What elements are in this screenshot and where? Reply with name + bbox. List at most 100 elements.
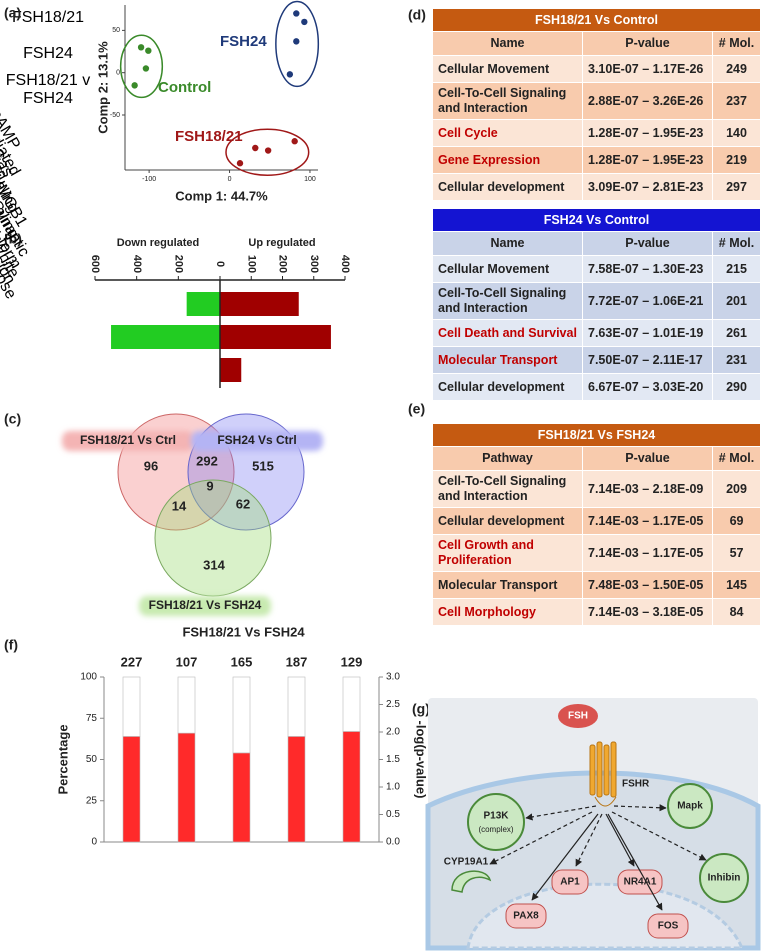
venn-count: 96 (144, 458, 158, 473)
table-row: Cellular Movement 7.58E-07 – 1.30E-23 215 (432, 255, 761, 283)
table-cell: 7.14E-03 – 3.18E-05 (582, 598, 713, 626)
panel-label: (c) (4, 411, 21, 427)
bar-segment (287, 676, 306, 737)
y-tick-label: 100 (80, 672, 97, 683)
table-cell: 7.48E-03 – 1.50E-05 (582, 571, 713, 599)
venn-set-label: FSH18/21 Vs FSH24 (149, 598, 262, 612)
node-sublabel: (complex) (478, 825, 513, 834)
table-cell: Cellular Movement (432, 255, 583, 283)
table-header-row: Pathway P-value # Mol. (432, 446, 762, 471)
x-tick-label: 100 (304, 176, 316, 183)
table-cell: Cell-To-Cell Signaling and Interaction (432, 282, 583, 320)
table-cell: 297 (711, 173, 762, 201)
table-header: Name (432, 231, 583, 256)
point (145, 47, 152, 54)
venn-count: 9 (206, 478, 213, 493)
series-label: FSH18/21 (175, 128, 243, 145)
table-row: Cellular development 3.09E-07 – 2.81E-23 2… (432, 173, 762, 201)
venn-count: 14 (172, 498, 187, 513)
table-cell: 3.09E-07 – 2.81E-23 (582, 173, 713, 201)
point (301, 18, 308, 26)
table: FSH18/21 Vs FSH24 Pathway P-value # Mol. Cel… (431, 423, 762, 626)
table-cell: Cell Death and Survival (432, 319, 583, 347)
bar (186, 292, 220, 316)
x-tick-label: 100 (245, 255, 257, 273)
cluster-ellipse (119, 34, 164, 99)
y2-tick-label: 2.0 (386, 727, 400, 738)
x-tick-label: 0 (228, 176, 232, 183)
bar-total-label: 187 (286, 654, 308, 669)
series-label: FSH24 (220, 33, 267, 50)
table-title: FSH18/21 Vs FSH24 (431, 423, 762, 447)
table-cell: 219 (711, 146, 762, 174)
table-cell: 140 (711, 119, 762, 147)
y-tick-label: 25 (86, 795, 98, 806)
table-panel: FSH18/21 Vs Control Name P-value # Mol. Cell… (431, 8, 762, 201)
table-cell: 7.14E-03 – 2.18E-09 (582, 470, 713, 508)
y2-tick-label: 1.5 (386, 754, 400, 765)
y-tick-label: -50 (110, 112, 120, 119)
bar-segment (177, 732, 196, 843)
y2-tick-label: 3.0 (386, 672, 400, 683)
table-cell: 7.50E-07 – 2.11E-17 (582, 346, 713, 374)
bar-total-label: 227 (121, 654, 143, 669)
bar-segment (232, 752, 251, 843)
table-row: Cell-To-Cell Signaling and Interaction 2.… (432, 82, 762, 120)
table-cell: 215 (712, 255, 761, 283)
table-cell: 231 (712, 346, 761, 374)
node-label: NR4A1 (624, 877, 657, 888)
table-cell: 1.28E-07 – 1.95E-23 (582, 119, 713, 147)
table-cell: Cell Cycle (432, 119, 583, 147)
bar (220, 358, 242, 382)
x-axis-label: Comp 1: 44.7% (175, 188, 268, 203)
venn-label-glow (62, 431, 194, 451)
node (551, 869, 589, 895)
table-title: FSH18/21 Vs Control (431, 8, 762, 32)
table-cell: Cellular development (432, 173, 583, 201)
x-tick-label: 200 (172, 255, 184, 273)
node-label: P13K (483, 811, 509, 822)
table-row: Cell Death and Survival 7.63E-07 – 1.01E-… (432, 319, 761, 347)
table-cell: 290 (712, 373, 761, 401)
y-tick-label: 0 (91, 837, 97, 848)
table-cell: 3.10E-07 – 1.17E-26 (582, 55, 713, 83)
bar (220, 325, 331, 349)
bar-segment (342, 731, 361, 843)
table-row: Cellular development 6.67E-07 – 3.03E-20 2… (432, 373, 761, 401)
table-cell: 84 (711, 598, 762, 626)
table-cell: 201 (712, 282, 761, 320)
table-row: Molecular Transport 7.50E-07 – 2.11E-17 23… (432, 346, 761, 374)
table-cell: Cell Growth and Proliferation (432, 534, 583, 572)
point (252, 144, 259, 152)
point (293, 10, 300, 17)
y-axis-label: Percentage (55, 724, 70, 794)
table-cell: 69 (711, 507, 762, 535)
table-title: FSH24 Vs Control (432, 208, 761, 232)
arrows (489, 804, 707, 911)
table-cell: Cellular development (432, 507, 583, 535)
table-row: Cell Cycle 1.28E-07 – 1.95E-23 140 (432, 119, 762, 147)
venn-set-label: FSH18/21 Vs Ctrl (80, 433, 176, 447)
table-panel: FSH24 Vs Control Name P-value # Mol. Cellula… (432, 208, 761, 401)
node (505, 903, 547, 929)
y-tick-label: FSH18/21 (11, 9, 85, 26)
venn-set (154, 479, 272, 597)
venn-label-glow (191, 431, 323, 451)
table-header: # Mol. (711, 446, 762, 471)
y-tick-label: 50 (86, 754, 98, 765)
venn-set-label: FSH24 Vs Ctrl (217, 433, 296, 447)
bar-segment (122, 676, 141, 737)
point (286, 71, 294, 78)
legend-label: Down regulated (117, 237, 200, 249)
table-row: Cellular Movement 3.10E-07 – 1.17E-26 249 (432, 55, 762, 83)
table-cell: 145 (711, 571, 762, 599)
chart-title: FSH18/21 Vs FSH24 (182, 624, 305, 639)
panel-label: (b) (4, 231, 22, 247)
table-header: P-value (582, 231, 713, 256)
table-cell: 6.67E-07 – 3.03E-20 (582, 373, 713, 401)
x-tick-label: 400 (339, 255, 351, 273)
node-label: FSHR (622, 779, 650, 790)
point (293, 38, 300, 45)
